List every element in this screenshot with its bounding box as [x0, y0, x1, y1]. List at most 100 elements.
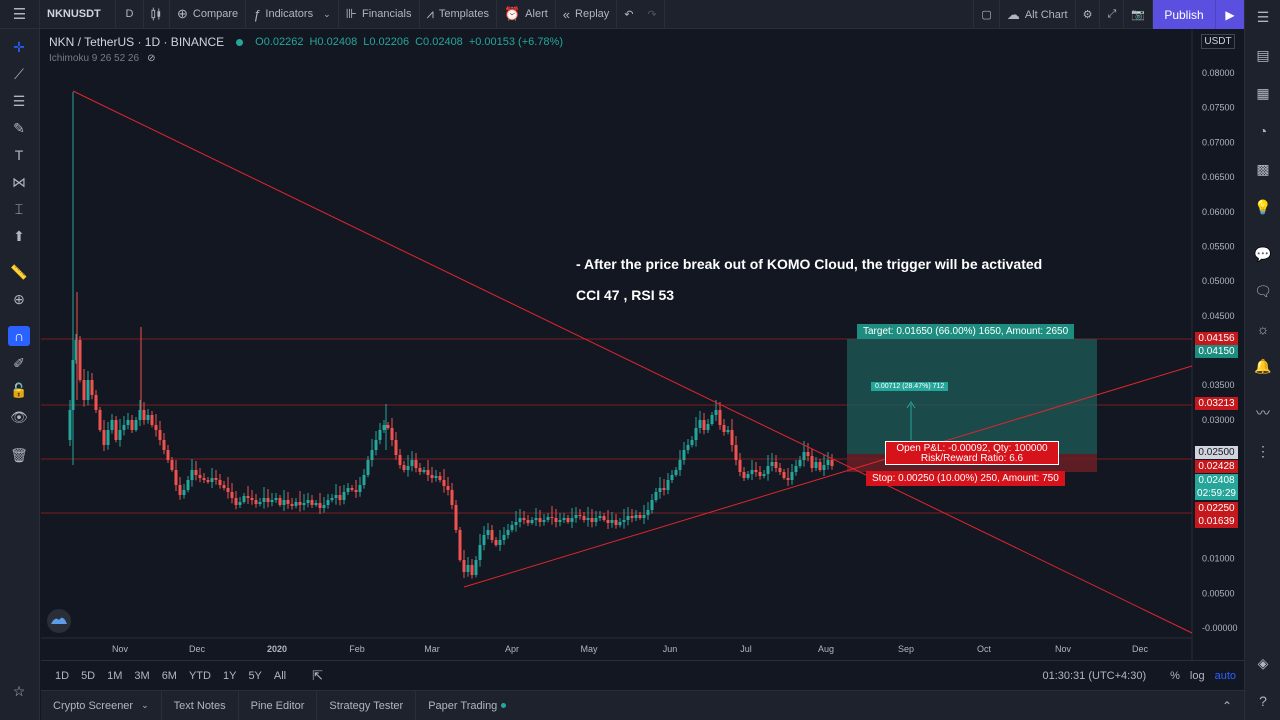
- zoom-in-icon[interactable]: ⊕: [13, 290, 25, 307]
- eye-hidden-icon[interactable]: ⊘: [147, 53, 156, 64]
- tab-pine-editor[interactable]: Pine Editor: [239, 690, 318, 720]
- ideas-icon[interactable]: ☼: [1256, 321, 1270, 337]
- redo-icon[interactable]: ↷: [641, 0, 665, 29]
- ruler-icon[interactable]: 📏: [10, 263, 28, 280]
- target-label[interactable]: Target: 0.01650 (66.00%) 1650, Amount: 2…: [857, 324, 1075, 339]
- grid-icon[interactable]: ▩: [1256, 160, 1270, 177]
- candle-body: [830, 460, 834, 466]
- stop-label[interactable]: Stop: 0.00250 (10.00%) 250, Amount: 750: [866, 471, 1065, 486]
- candle-body: [186, 480, 190, 490]
- annotation-text-2[interactable]: CCI 47 , RSI 53: [576, 287, 675, 303]
- financials-button[interactable]: ⊪ Financials: [339, 0, 420, 29]
- bottom-panel-tabs: Crypto Screener ⌄ Text Notes Pine Editor …: [41, 690, 1244, 720]
- candle-body: [578, 515, 582, 516]
- tab-crypto-screener[interactable]: Crypto Screener ⌄: [41, 690, 162, 720]
- templates-button[interactable]: ⩘ Templates: [420, 0, 497, 29]
- bell-icon[interactable]: 🔔: [1254, 357, 1272, 374]
- candle-body: [594, 518, 598, 522]
- indicators-button[interactable]: ƒ Indicators ⌄: [246, 0, 339, 29]
- tab-text-notes[interactable]: Text Notes: [162, 690, 239, 720]
- chats-icon[interactable]: 🗨: [1254, 282, 1272, 299]
- trend-line-icon[interactable]: ⟋: [14, 65, 24, 82]
- price-chart[interactable]: 0.08000 0.07500 0.07000 0.06500 0.06000 0.055…: [41, 29, 1244, 660]
- alt-chart-button[interactable]: ☁ Alt Chart: [998, 0, 1076, 29]
- candle-body: [798, 460, 802, 466]
- measure-long-short-icon[interactable]: ⌶: [14, 200, 24, 217]
- play-icon[interactable]: ▶: [1215, 0, 1244, 29]
- watchlist-icon[interactable]: ☰: [1256, 8, 1270, 25]
- chat-icon[interactable]: 💬: [1254, 245, 1272, 262]
- candle-body: [374, 440, 378, 450]
- candle-body: [290, 504, 294, 506]
- eye-icon[interactable]: 👁: [10, 408, 28, 425]
- lock-icon[interactable]: 🔓: [10, 381, 28, 398]
- percent-toggle[interactable]: %: [1170, 670, 1180, 682]
- indicator-label[interactable]: Ichimoku 9 26 52 26: [49, 53, 140, 64]
- candle-body: [770, 462, 774, 466]
- candle-body: [558, 520, 562, 522]
- range-6m[interactable]: 6M: [161, 669, 177, 682]
- candles-icon[interactable]: [144, 0, 170, 29]
- currency-label[interactable]: USDT: [1201, 34, 1235, 49]
- calendar-icon[interactable]: ▤: [1256, 46, 1270, 63]
- text-icon[interactable]: T: [14, 147, 24, 163]
- candle-body: [258, 502, 262, 504]
- candle-body: [170, 460, 174, 470]
- fullscreen-icon[interactable]: ⤢: [1100, 0, 1125, 29]
- brush-icon[interactable]: ✎: [13, 119, 25, 136]
- candle-body: [226, 488, 230, 492]
- templates-icon: ⩘: [426, 6, 434, 21]
- range-3m[interactable]: 3M: [134, 669, 150, 682]
- undo-icon[interactable]: ↶: [624, 8, 634, 21]
- interval-button[interactable]: D: [116, 0, 144, 29]
- parallel-lines-icon[interactable]: ☰: [12, 92, 26, 109]
- pattern-icon[interactable]: ⋈: [12, 173, 26, 190]
- magnet-icon[interactable]: ∩: [8, 326, 30, 346]
- candle-body: [158, 430, 162, 440]
- alert-button[interactable]: ⏰ Alert: [497, 0, 556, 29]
- settings-gear-icon[interactable]: ⚙: [1076, 0, 1101, 29]
- star-icon[interactable]: ☆: [12, 682, 26, 699]
- layout-square-icon[interactable]: ▢: [973, 0, 998, 29]
- range-5y[interactable]: 5Y: [248, 669, 262, 682]
- clock-icon[interactable]: ◔: [1258, 123, 1268, 139]
- symbol-search-button[interactable]: NKNUSDT: [40, 0, 116, 29]
- help-icon[interactable]: ?: [1259, 693, 1267, 709]
- lightbulb-icon[interactable]: 💡: [1254, 198, 1272, 215]
- crosshair-icon[interactable]: ✛: [13, 38, 25, 55]
- auto-toggle[interactable]: auto: [1214, 670, 1236, 682]
- compare-button[interactable]: ⊕ Compare: [170, 0, 247, 29]
- dom-icon[interactable]: ⋮: [1256, 442, 1270, 459]
- legend-title[interactable]: NKN / TetherUS · 1D · BINANCE: [49, 35, 225, 49]
- lock-pencil-icon[interactable]: ✐: [13, 354, 25, 371]
- clock-readout[interactable]: 01:30:31 (UTC+4:30): [1042, 670, 1147, 682]
- tab-strategy-tester[interactable]: Strategy Tester: [317, 690, 417, 720]
- arrow-up-icon[interactable]: ⬆: [13, 227, 25, 244]
- news-icon[interactable]: ▦: [1256, 84, 1270, 101]
- camera-icon[interactable]: 📷: [1124, 0, 1153, 29]
- log-toggle[interactable]: log: [1189, 670, 1205, 682]
- range-5d[interactable]: 5D: [81, 669, 96, 682]
- range-1m[interactable]: 1M: [107, 669, 123, 682]
- range-ytd[interactable]: YTD: [188, 669, 211, 682]
- time-tick-label: Oct: [977, 644, 992, 654]
- price-tick-label: 0.01000: [1202, 554, 1235, 564]
- tab-paper-trading[interactable]: Paper Trading: [416, 691, 518, 720]
- pnl-label[interactable]: Open P&L: -0.00092, Qty: 100000 Risk/Rew…: [885, 441, 1059, 465]
- range-1d[interactable]: 1D: [55, 669, 70, 682]
- trash-icon[interactable]: 🗑: [10, 446, 28, 463]
- financials-icon: ⊪: [345, 6, 357, 21]
- collapse-panel-icon[interactable]: ⌃: [1221, 698, 1232, 713]
- publish-button[interactable]: Publish: [1153, 0, 1215, 29]
- stream-icon[interactable]: 〰: [1256, 405, 1270, 421]
- candle-body: [414, 460, 418, 468]
- range-1y[interactable]: 1Y: [222, 669, 237, 682]
- replay-button[interactable]: « Replay: [556, 0, 618, 29]
- menu-icon[interactable]: ☰: [0, 0, 40, 29]
- annotation-text-1[interactable]: - After the price break out of KOMO Clou…: [576, 256, 1043, 272]
- layers-icon[interactable]: ◈: [1257, 654, 1269, 671]
- candle-body: [366, 460, 370, 475]
- candle-body: [330, 498, 334, 500]
- range-all[interactable]: All: [273, 669, 287, 682]
- goto-date-icon[interactable]: ⇱: [312, 667, 324, 683]
